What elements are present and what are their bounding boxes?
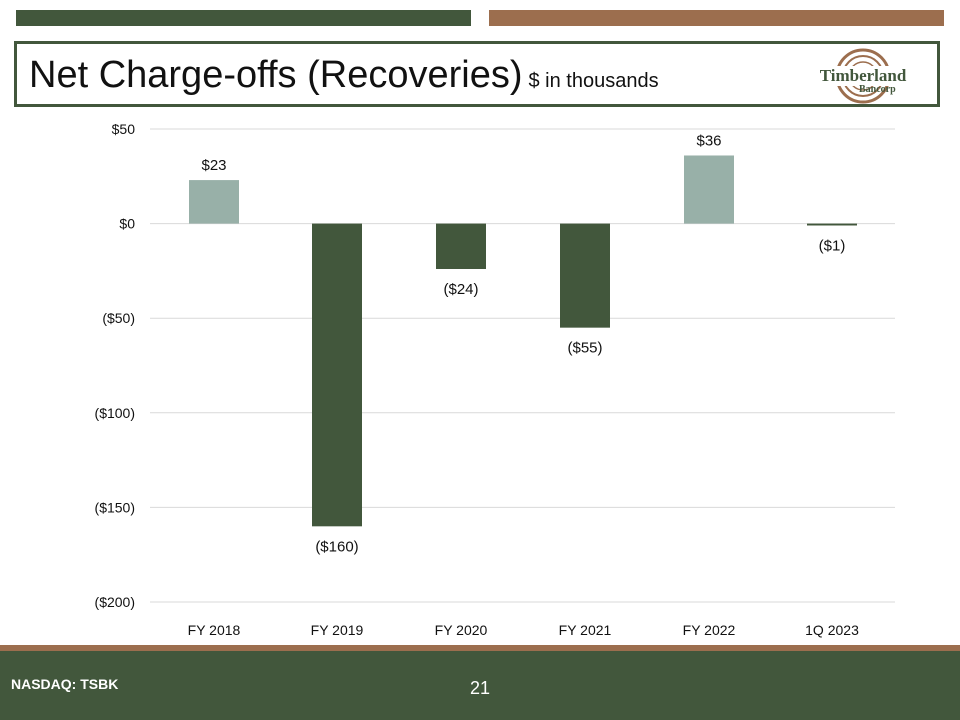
x-tick-label: FY 2018 <box>188 622 241 638</box>
y-tick-label: ($50) <box>102 310 135 326</box>
title-box: Net Charge-offs (Recoveries) $ in thousan… <box>14 41 940 107</box>
logo-sub: Bancorp <box>859 84 896 95</box>
logo-rings-icon <box>815 48 911 104</box>
ticker-symbol: NASDAQ: TSBK <box>11 676 119 692</box>
x-tick-label: FY 2019 <box>311 622 364 638</box>
bar-fy-2019 <box>312 223 362 527</box>
bar-fy-2018 <box>189 180 239 224</box>
logo-name: Timberland <box>819 66 907 85</box>
timberland-logo: Timberland Bancorp <box>803 48 923 104</box>
y-tick-label: ($150) <box>95 499 135 515</box>
data-label: ($1) <box>819 237 846 254</box>
x-tick-label: FY 2020 <box>435 622 488 638</box>
bar-fy-2021 <box>560 223 610 328</box>
top-accent-bar-green <box>16 10 471 26</box>
y-tick-label: ($100) <box>95 405 135 421</box>
page-subtitle: $ in thousands <box>528 70 659 92</box>
data-label: ($55) <box>567 340 602 357</box>
bar-fy-2022 <box>684 155 734 224</box>
x-tick-label: FY 2022 <box>683 622 736 638</box>
y-tick-label: ($200) <box>95 594 135 610</box>
footer: NASDAQ: TSBK 21 <box>0 651 960 720</box>
page-title: Net Charge-offs (Recoveries) $ in thousan… <box>29 54 659 97</box>
title-main: Net Charge-offs (Recoveries) <box>29 54 523 96</box>
data-label: $23 <box>201 157 226 174</box>
bar-layer <box>189 155 857 527</box>
data-label: ($160) <box>315 538 358 555</box>
bar-1q-2023 <box>807 223 857 226</box>
x-tick-label: 1Q 2023 <box>805 622 859 638</box>
grid-layer <box>150 128 895 603</box>
net-charge-offs-chart: $50 $0 ($50) ($100) ($150) ($200) $23 FY 2018 ($… <box>95 121 895 638</box>
page-number: 21 <box>469 678 491 698</box>
x-tick-label: FY 2021 <box>559 622 612 638</box>
y-tick-label: $0 <box>119 216 135 232</box>
y-tick-label: $50 <box>112 121 136 137</box>
footer-accent-line <box>0 645 960 651</box>
label-layer: $50 $0 ($50) ($100) ($150) ($200) $23 FY 2018 ($… <box>95 121 860 638</box>
data-label: $36 <box>696 132 721 149</box>
bar-fy-2020 <box>436 223 486 270</box>
data-label: ($24) <box>443 281 478 298</box>
top-accent-bar-brown <box>489 10 944 26</box>
